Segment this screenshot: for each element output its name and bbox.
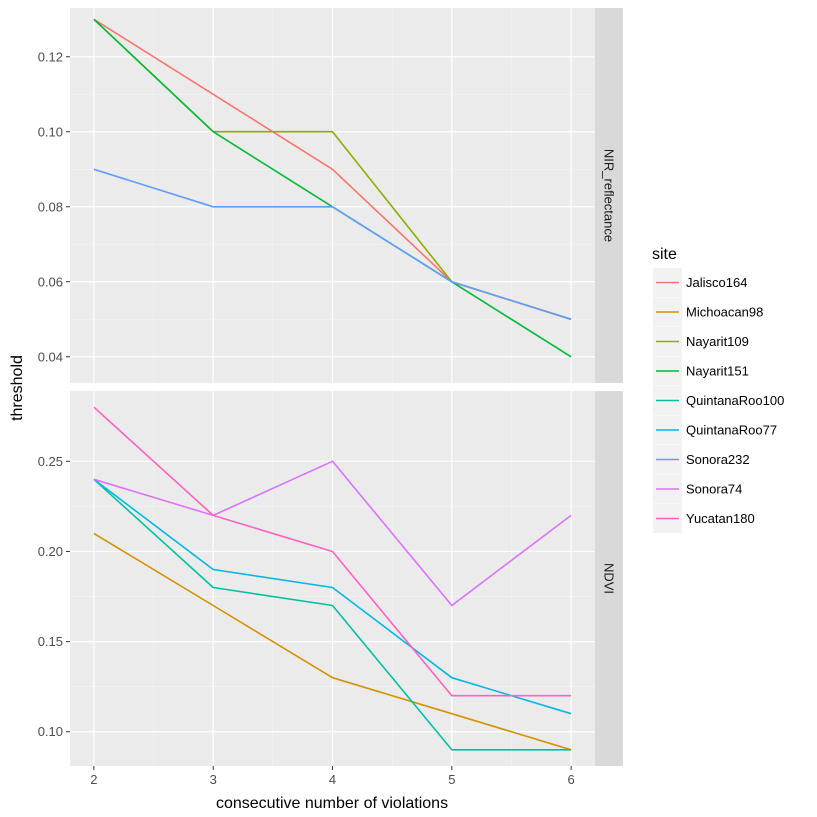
legend-item-Sonora232: Sonora232 — [653, 445, 750, 474]
y-tick-label: 0.10 — [38, 124, 63, 139]
x-tick-label: 2 — [90, 772, 97, 787]
legend-item-Yucatan180: Yucatan180 — [653, 504, 755, 533]
series-line-Sonora74 — [93, 460, 572, 607]
legend-label: Sonora74 — [686, 482, 742, 497]
facet-strip-label: NIR_reflectance — [602, 149, 617, 242]
y-tick-label: 0.04 — [38, 349, 63, 364]
legend-label: QuintanaRoo100 — [686, 393, 784, 408]
y-tick-label: 0.12 — [38, 49, 63, 64]
legend-item-Sonora74: Sonora74 — [653, 474, 742, 504]
legend-title: site — [652, 246, 677, 263]
legend-item-Jalisco164: Jalisco164 — [653, 268, 747, 297]
legend: site Jalisco164 Michoacan98 Nayarit109 Naya… — [652, 246, 784, 533]
y-tick-label: 0.25 — [38, 454, 63, 469]
legend-item-QuintanaRoo77: QuintanaRoo77 — [653, 415, 777, 445]
y-tick-label: 0.10 — [38, 724, 63, 739]
y-tick-label: 0.08 — [38, 199, 63, 214]
x-tick-label: 4 — [329, 772, 336, 787]
legend-label: QuintanaRoo77 — [686, 423, 777, 438]
legend-label: Sonora232 — [686, 452, 750, 467]
legend-label: Michoacan98 — [686, 305, 763, 320]
facet-strip — [595, 391, 623, 766]
series-line-QuintanaRoo100 — [93, 478, 572, 751]
x-tick-label: 6 — [568, 772, 575, 787]
legend-label: Jalisco164 — [686, 275, 747, 290]
x-tick-label: 3 — [210, 772, 217, 787]
facet-strip — [595, 8, 623, 383]
x-axis-title: consecutive number of violations — [216, 795, 448, 812]
legend-label: Nayarit151 — [686, 364, 749, 379]
series-line-Yucatan180 — [93, 406, 572, 697]
legend-item-Nayarit109: Nayarit109 — [653, 327, 749, 356]
legend-item-Nayarit151: Nayarit151 — [653, 356, 749, 386]
y-tick-label: 0.06 — [38, 274, 63, 289]
y-tick-label: 0.15 — [38, 634, 63, 649]
series-line-Michoacan98 — [93, 532, 572, 751]
series-line-QuintanaRoo77 — [93, 478, 572, 715]
legend-label: Yucatan180 — [686, 511, 755, 526]
x-tick-label: 5 — [448, 772, 455, 787]
panel-NIR_reflectance: 0.04 0.06 0.08 0.10 0.12 NIR_reflectance — [38, 8, 623, 383]
facet-strip-label: NDVI — [602, 563, 617, 594]
series-line-Sonora232 — [93, 168, 572, 321]
legend-label: Nayarit109 — [686, 334, 749, 349]
panel-NDVI: 0.10 0.15 0.20 0.25 NDVI — [38, 391, 623, 766]
y-axis-title: threshold — [9, 355, 26, 421]
legend-item-QuintanaRoo100: QuintanaRoo100 — [653, 386, 784, 415]
y-tick-label: 0.20 — [38, 544, 63, 559]
legend-item-Michoacan98: Michoacan98 — [653, 297, 763, 327]
